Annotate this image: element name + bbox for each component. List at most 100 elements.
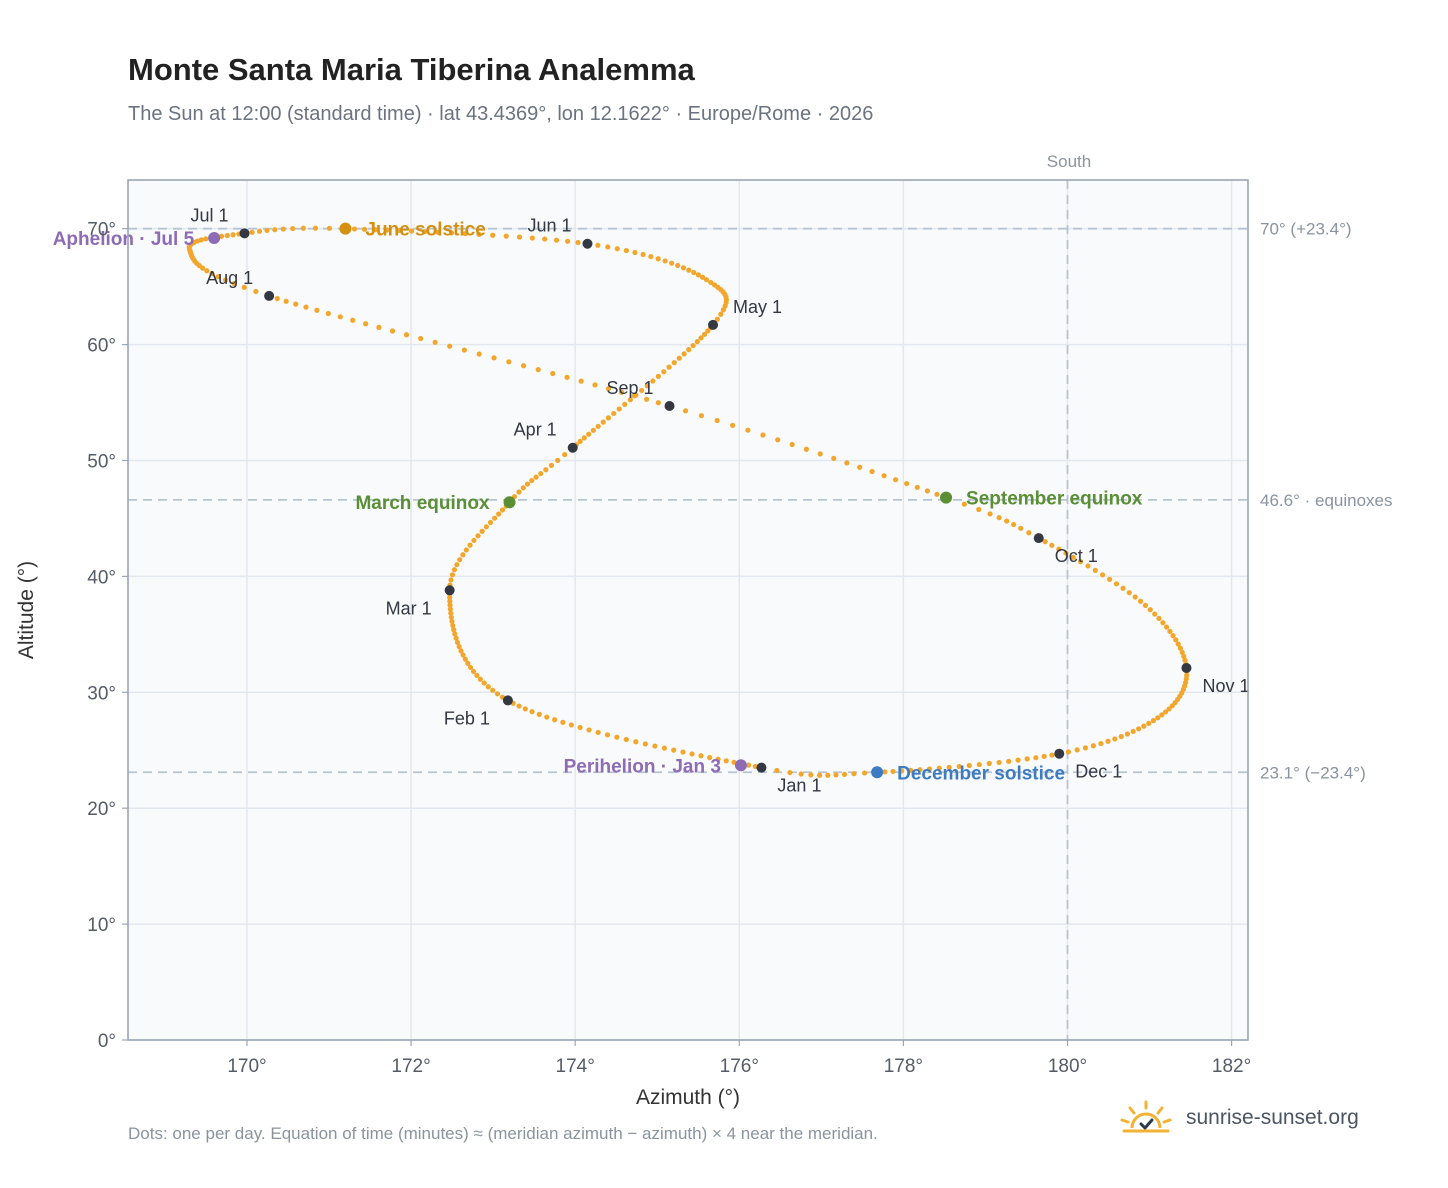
event-marker-dot [208, 231, 221, 244]
daily-sun-dot [447, 343, 453, 349]
sun-check-icon [1120, 1100, 1172, 1133]
x-tick-label: 182° [1212, 1056, 1251, 1077]
daily-sun-dot [986, 760, 992, 767]
daily-sun-dot [661, 745, 667, 751]
daily-sun-dot [1082, 745, 1089, 751]
month-marker-dot [239, 228, 250, 239]
daily-sun-dot [1098, 740, 1104, 747]
daily-sun-dot [524, 481, 531, 487]
daily-sun-dot [1004, 518, 1010, 524]
daily-sun-dot [503, 233, 509, 239]
daily-sun-dot [1056, 546, 1062, 552]
daily-sun-dot [627, 397, 633, 403]
daily-sun-dot [543, 467, 549, 473]
month-marker-dot [567, 442, 578, 453]
daily-sun-dot [577, 438, 583, 444]
daily-sun-dot [477, 676, 483, 682]
daily-sun-dot [708, 279, 714, 286]
brand-name: sunrise-sunset.org [1186, 1106, 1359, 1129]
daily-sun-dot [996, 515, 1002, 521]
daily-sun-dot [578, 378, 584, 384]
month-marker-dot [264, 290, 275, 301]
daily-sun-dot [218, 233, 225, 239]
month-marker-label: Mar 1 [386, 598, 432, 618]
daily-sun-dot [798, 771, 804, 777]
x-axis-label: Azimuth (°) [636, 1086, 740, 1109]
daily-sun-dot [787, 769, 793, 776]
daily-sun-dot [456, 644, 462, 650]
daily-sun-dot [869, 468, 875, 475]
daily-sun-dot [946, 764, 952, 770]
daily-sun-dot [476, 351, 482, 357]
daily-sun-dot [490, 232, 496, 238]
daily-sun-dot [487, 519, 494, 526]
y-tick-label: 0° [98, 1031, 116, 1052]
daily-sun-dot [435, 229, 441, 235]
daily-sun-dot [200, 265, 206, 271]
altitude-reference-label: 23.1° (−23.4°) [1260, 763, 1366, 782]
event-marker-dot [871, 766, 884, 779]
event-marker-dot [940, 491, 953, 504]
daily-sun-dot [694, 339, 700, 345]
daily-sun-dot [632, 249, 638, 256]
daily-sun-dot [803, 446, 809, 452]
daily-sun-dot [661, 369, 667, 375]
daily-sun-dot [616, 406, 622, 412]
daily-sun-dot [568, 722, 574, 728]
daily-sun-dot [447, 602, 453, 608]
daily-sun-dot [499, 507, 506, 513]
daily-sun-dot [1155, 715, 1161, 721]
daily-sun-dot [249, 229, 255, 235]
daily-sun-dot [825, 772, 831, 778]
daily-sun-dot [462, 656, 468, 662]
daily-sun-dot [492, 515, 498, 521]
brand-logo[interactable]: sunrise-sunset.org [1118, 1100, 1359, 1136]
daily-sun-dot [222, 277, 229, 283]
daily-sun-dot [890, 768, 896, 775]
daily-sun-dot [1124, 731, 1130, 737]
month-marker-label: Dec 1 [1075, 762, 1122, 782]
daily-sun-dot [326, 225, 333, 231]
daily-sun-dot [711, 282, 718, 288]
daily-sun-dot [253, 288, 259, 295]
daily-sun-dot [714, 316, 720, 322]
daily-sun-dot [976, 761, 982, 768]
daily-sun-dot [690, 342, 696, 349]
daily-sun-dot [655, 256, 661, 262]
daily-sun-dot [204, 268, 210, 274]
daily-sun-dot [470, 668, 477, 675]
daily-sun-dot [966, 762, 972, 769]
month-marker-dot [502, 695, 513, 706]
daily-sun-dot [1112, 736, 1118, 742]
daily-sun-dot [384, 227, 390, 233]
daily-sun-dot [457, 557, 463, 563]
month-marker-dot [664, 401, 675, 412]
daily-sun-dot [555, 457, 561, 463]
month-marker-label: Jun 1 [527, 216, 571, 236]
daily-sun-dot [300, 225, 306, 231]
daily-sun-dot [256, 228, 263, 234]
daily-sun-dot [290, 225, 296, 232]
daily-sun-dot [1113, 581, 1120, 587]
month-marker-label: Sep 1 [606, 378, 653, 398]
daily-sun-dot [1107, 576, 1113, 582]
daily-sun-dot [650, 378, 656, 384]
daily-sun-dot [485, 684, 491, 690]
daily-sun-dot [1130, 728, 1136, 735]
month-marker-dot [582, 238, 593, 249]
daily-sun-dot [1070, 554, 1076, 560]
y-tick-label: 60° [87, 336, 116, 357]
daily-sun-dot [231, 280, 237, 287]
daily-sun-dot [703, 277, 710, 283]
daily-sun-dot [350, 317, 356, 323]
month-marker-label: Aug 1 [206, 268, 253, 288]
daily-sun-dot [451, 567, 458, 573]
daily-sun-dot [1090, 743, 1096, 749]
daily-sun-dot [595, 729, 601, 736]
daily-sun-dot [516, 703, 522, 709]
daily-sun-dot [1179, 649, 1185, 655]
daily-sun-dot [209, 271, 215, 277]
daily-sun-dot [745, 427, 751, 433]
daily-sun-dot [460, 652, 466, 658]
